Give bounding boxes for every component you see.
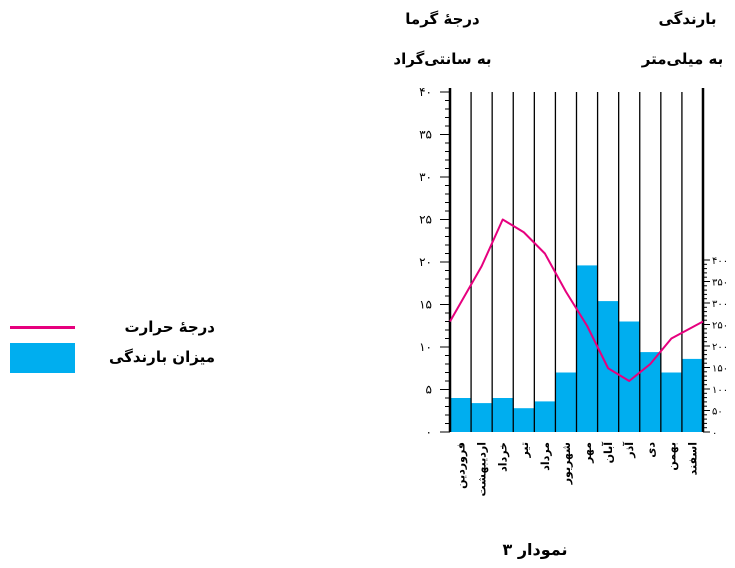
- legend-rain-swatch: [10, 343, 75, 373]
- month-label: آبان: [601, 442, 615, 464]
- right-tick-label: ١۵٠: [712, 364, 728, 375]
- right-tick-label: ٢۵٠: [712, 321, 728, 332]
- right-tick-label: ١٠٠: [712, 385, 728, 396]
- month-label: دی: [644, 442, 657, 458]
- left-tick-label: ٣۵: [419, 128, 432, 142]
- month-label: فروردین: [455, 442, 468, 489]
- rain-bar: [492, 398, 514, 432]
- rain-bar: [555, 372, 577, 432]
- legend-rain-label: میزان بارندگی: [108, 348, 215, 366]
- rain-bar: [534, 401, 556, 432]
- right-tick-label: ۴٠٠: [712, 256, 728, 267]
- rain-bar: [450, 398, 472, 432]
- month-label: آذر: [622, 442, 636, 459]
- left-tick-label: ۴٠: [419, 85, 432, 99]
- temperature-line: [449, 218, 704, 382]
- left-tick-label: ١٠: [419, 340, 432, 354]
- month-label: مرداد: [539, 442, 552, 471]
- right-tick-label: ۵٠: [712, 407, 723, 418]
- rain-bar: [576, 265, 598, 432]
- left-tick-label: ٠: [426, 425, 432, 439]
- left-tick-label: ٢٠: [419, 255, 432, 269]
- month-label: مهر: [581, 442, 594, 464]
- left-axis-title-line2: به سانتی‌گراد: [393, 50, 492, 68]
- month-label: تیر: [518, 442, 531, 458]
- month-label: خرداد: [497, 442, 510, 472]
- legend-temperature-label: درجهٔ حرارت: [124, 318, 215, 336]
- legend-temperature-line: [10, 326, 75, 329]
- left-tick-label: ۵: [426, 383, 432, 397]
- rain-bar: [618, 321, 640, 432]
- month-label: اردیبهشت: [476, 442, 489, 496]
- rain-bar: [681, 358, 703, 432]
- right-tick-label: ٢٠٠: [712, 342, 728, 353]
- rain-bar: [471, 403, 493, 432]
- left-axis-title-line1: درجهٔ گرما: [405, 10, 480, 28]
- left-tick-label: ٢۵: [419, 213, 432, 227]
- month-label: شهریور: [560, 442, 573, 485]
- month-label: بهمن: [665, 442, 678, 471]
- month-label: اسفند: [686, 442, 699, 475]
- left-tick-label: ١۵: [419, 298, 432, 312]
- right-tick-label: ٠: [712, 428, 717, 439]
- rain-bar: [660, 372, 682, 432]
- rain-bar: [513, 408, 535, 432]
- left-tick-label: ٣٠: [419, 170, 432, 184]
- rain-bar: [639, 352, 661, 432]
- right-axis-title-line2: به میلی‌متر: [641, 50, 724, 68]
- chart-caption: نمودار ۳: [502, 540, 568, 559]
- right-axis-title-line1: بارندگی: [658, 10, 717, 28]
- right-tick-label: ٣۵٠: [712, 278, 728, 289]
- right-tick-label: ٣٠٠: [712, 299, 728, 310]
